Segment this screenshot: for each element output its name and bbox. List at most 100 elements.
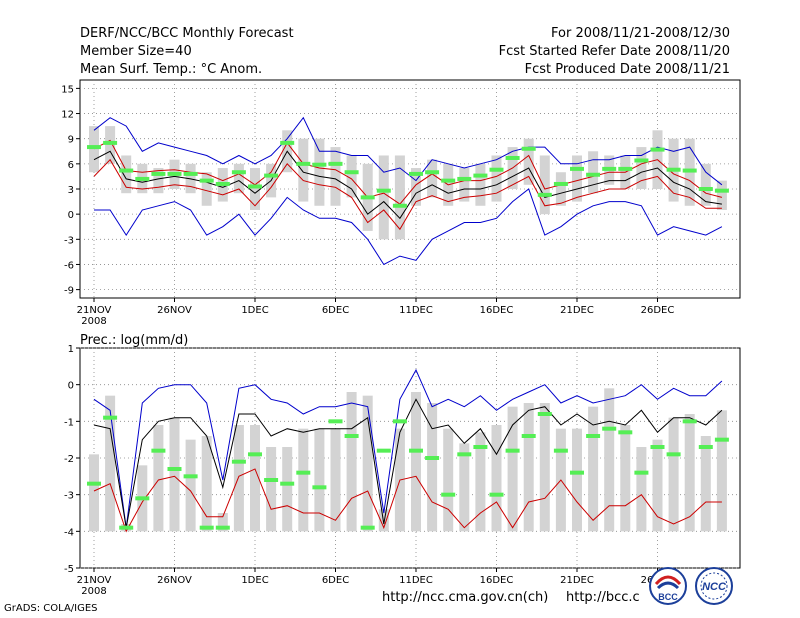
ensemble-marker [280, 140, 295, 145]
spread-bar [250, 168, 260, 210]
ensemble-marker [248, 184, 262, 189]
spread-bar [105, 126, 116, 164]
spread-bar [233, 163, 244, 194]
spread-bar [217, 513, 228, 532]
ensemble-marker [167, 467, 182, 471]
y-tick-label: -9 [64, 286, 74, 297]
ensemble-marker [570, 166, 584, 171]
series-line-sd_low [93, 158, 722, 231]
ensemble-marker [521, 434, 536, 438]
forecast-period: For 2008/11/21-2008/12/30 [551, 26, 730, 41]
ncc-url[interactable]: http://ncc.cma.gov.cn(ch) [382, 590, 549, 605]
ensemble-marker [87, 481, 101, 486]
ensemble-marker [553, 181, 568, 186]
start-date: Fcst Started Refer Date 2008/11/20 [498, 44, 730, 59]
spread-bar [427, 403, 438, 532]
x-tick-label: 6DEC [322, 305, 349, 316]
spread-bar [636, 147, 647, 189]
ensemble-marker [296, 470, 311, 475]
series-line-mean [93, 398, 723, 528]
spread-bar [298, 428, 309, 532]
spread-bar [169, 417, 180, 532]
ensemble-marker [87, 145, 101, 150]
spread-bar [378, 155, 389, 240]
bcc-logo-text: BCC [658, 592, 678, 602]
ensemble-marker [183, 474, 198, 479]
x-tick-label: 26DEC [641, 305, 675, 316]
spread-bar [459, 443, 470, 532]
ensemble-marker [553, 448, 568, 453]
ensemble-marker [425, 456, 440, 460]
x-tick-label: 26NOV [157, 305, 192, 316]
spread-bar [201, 436, 212, 532]
ensemble-marker [521, 146, 536, 151]
y-tick-label: 9 [68, 135, 74, 146]
ensemble-marker [248, 452, 262, 457]
ensemble-marker [199, 178, 214, 183]
grads-credit: GrADS: COLA/IGES [4, 603, 98, 614]
spread-bar [443, 428, 454, 532]
spread-bar [330, 147, 341, 206]
ensemble-marker [634, 470, 649, 475]
ensemble-marker [634, 158, 649, 163]
spread-bar [185, 439, 196, 532]
precip-title: Prec.: log(mm/d) [80, 333, 188, 348]
ensemble-marker [666, 452, 681, 457]
spread-bar [507, 406, 518, 532]
ensemble-marker [537, 192, 552, 197]
ensemble-marker [231, 459, 246, 464]
ensemble-marker [151, 171, 166, 176]
spread-bar [282, 447, 293, 532]
spread-bar [523, 138, 534, 185]
ensemble-marker [119, 525, 134, 530]
series-line-max [93, 368, 723, 528]
ensemble-marker [376, 448, 391, 453]
ensemble-marker [457, 452, 472, 457]
spread-bar [298, 138, 309, 202]
spread-bar [716, 180, 727, 210]
ensemble-marker [602, 166, 617, 171]
spread-bar [620, 425, 631, 532]
ensemble-marker [215, 181, 230, 186]
ensemble-marker [650, 445, 665, 449]
y-tick-label: -3 [64, 235, 74, 246]
spread-bar [700, 163, 711, 206]
y-tick-label: 0 [68, 210, 74, 221]
spread-bar [105, 395, 116, 532]
bcc-url[interactable]: http://bcc.c [566, 590, 640, 605]
ensemble-marker [392, 419, 407, 424]
y-tick-label: 12 [61, 110, 74, 121]
spread-bar [539, 403, 550, 532]
x-tick-label: 1DEC [241, 305, 268, 316]
y-tick-label: 6 [68, 160, 74, 171]
ensemble-marker [714, 437, 729, 442]
ncc-logo-icon: NCC [695, 567, 733, 605]
x-tick-label: 16DEC [480, 575, 514, 586]
series-line-sd_low [93, 468, 722, 533]
ensemble-marker [666, 167, 681, 172]
x-tick-label: 21DEC [560, 575, 594, 586]
spread-bar [491, 155, 502, 202]
spread-bar [330, 428, 341, 532]
spread-bar [233, 425, 244, 532]
produced-date: Fcst Produced Date 2008/11/21 [524, 62, 730, 77]
ensemble-marker [167, 171, 182, 176]
spread-bar [555, 172, 566, 206]
ensemble-marker [103, 140, 118, 145]
ensemble-marker [312, 485, 327, 490]
x-tick-label: 6DEC [322, 575, 349, 586]
spread-bar [153, 168, 164, 194]
ensemble-marker [682, 168, 697, 173]
spread-bar [411, 168, 421, 206]
spread-bar [572, 428, 582, 532]
x-tick-label: 21DEC [560, 305, 594, 316]
x-tick-label: 21NOV [77, 305, 112, 316]
spread-bar [89, 454, 99, 532]
y-tick-label: -4 [64, 527, 74, 538]
ensemble-marker [505, 448, 520, 453]
spread-bar [266, 447, 277, 532]
y-tick-label: 15 [61, 84, 74, 95]
spread-bar [346, 392, 357, 532]
